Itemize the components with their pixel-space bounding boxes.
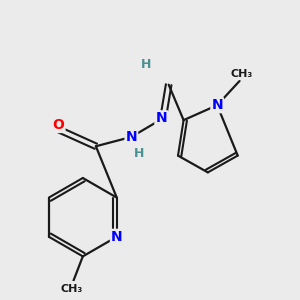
Text: O: O: [52, 118, 64, 132]
Text: N: N: [212, 98, 223, 112]
Text: H: H: [141, 58, 152, 70]
Text: CH₃: CH₃: [61, 284, 83, 294]
Text: N: N: [111, 230, 123, 244]
Text: H: H: [134, 147, 144, 160]
Text: N: N: [155, 111, 167, 125]
Text: N: N: [125, 130, 137, 144]
Text: CH₃: CH₃: [230, 69, 253, 79]
